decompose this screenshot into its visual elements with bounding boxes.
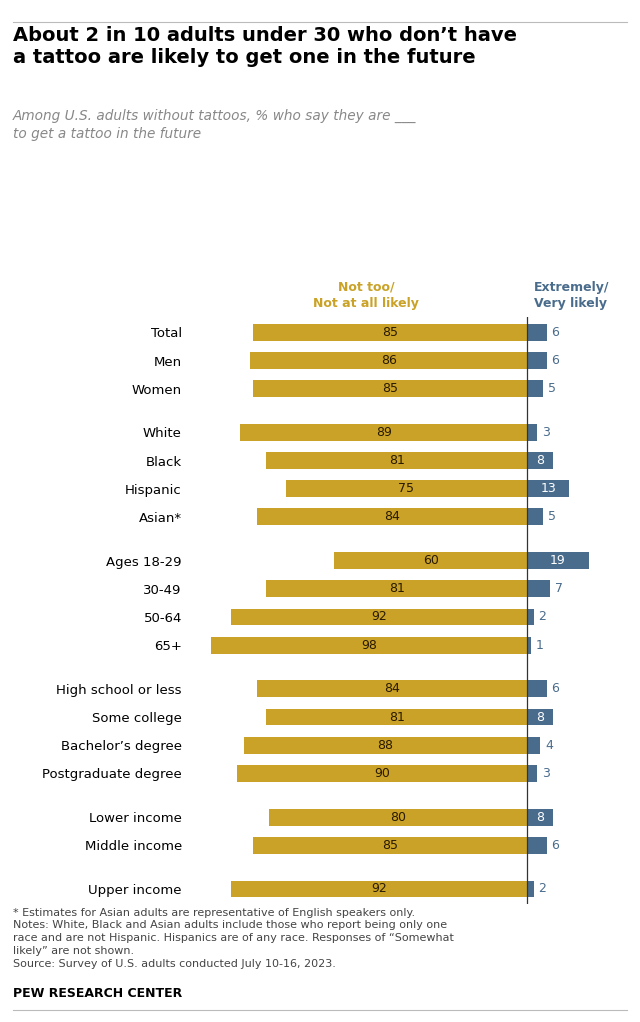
Text: 81: 81 bbox=[389, 454, 404, 467]
Bar bbox=[266, 708, 527, 726]
Text: * Estimates for Asian adults are representative of English speakers only.
Notes:: * Estimates for Asian adults are represe… bbox=[13, 908, 454, 969]
Bar bbox=[334, 552, 527, 569]
Bar bbox=[527, 737, 540, 753]
Text: 2: 2 bbox=[539, 882, 547, 895]
Text: 92: 92 bbox=[371, 882, 387, 895]
Bar bbox=[211, 637, 527, 654]
Bar bbox=[527, 380, 543, 398]
Text: 84: 84 bbox=[384, 510, 400, 523]
Bar bbox=[269, 808, 527, 826]
Bar bbox=[250, 352, 527, 369]
Text: 6: 6 bbox=[552, 839, 559, 851]
Text: 81: 81 bbox=[389, 710, 404, 724]
Bar bbox=[527, 480, 569, 497]
Bar bbox=[257, 681, 527, 697]
Bar bbox=[266, 452, 527, 469]
Text: 88: 88 bbox=[378, 739, 394, 752]
Text: 6: 6 bbox=[552, 354, 559, 367]
Text: Extremely/
Very likely: Extremely/ Very likely bbox=[534, 281, 609, 310]
Text: 92: 92 bbox=[371, 610, 387, 623]
Bar bbox=[244, 737, 527, 753]
Text: 8: 8 bbox=[536, 454, 544, 467]
Text: 98: 98 bbox=[362, 639, 378, 652]
Text: 90: 90 bbox=[374, 766, 390, 780]
Bar bbox=[527, 881, 534, 897]
Text: Not too/
Not at all likely: Not too/ Not at all likely bbox=[313, 281, 419, 310]
Bar bbox=[527, 324, 547, 340]
Text: 86: 86 bbox=[381, 354, 397, 367]
Bar bbox=[527, 637, 531, 654]
Bar bbox=[253, 380, 527, 398]
Text: 81: 81 bbox=[389, 583, 404, 595]
Text: 8: 8 bbox=[536, 810, 544, 824]
Bar bbox=[527, 580, 550, 597]
Text: 6: 6 bbox=[552, 326, 559, 339]
Bar bbox=[230, 608, 527, 625]
Text: 5: 5 bbox=[548, 382, 556, 396]
Text: 1: 1 bbox=[536, 639, 543, 652]
Bar bbox=[237, 764, 527, 782]
Bar bbox=[527, 808, 553, 826]
Text: 85: 85 bbox=[382, 839, 398, 851]
Text: 80: 80 bbox=[390, 810, 406, 824]
Bar bbox=[257, 509, 527, 525]
Text: 13: 13 bbox=[540, 482, 556, 496]
Text: 6: 6 bbox=[552, 683, 559, 695]
Bar bbox=[527, 552, 589, 569]
Bar bbox=[527, 764, 537, 782]
Bar bbox=[527, 509, 543, 525]
Bar bbox=[253, 324, 527, 340]
Bar bbox=[241, 424, 527, 440]
Text: 60: 60 bbox=[422, 554, 438, 567]
Text: 75: 75 bbox=[399, 482, 415, 496]
Bar bbox=[253, 837, 527, 853]
Text: PEW RESEARCH CENTER: PEW RESEARCH CENTER bbox=[13, 986, 182, 1000]
Text: 89: 89 bbox=[376, 426, 392, 438]
Text: 19: 19 bbox=[550, 554, 566, 567]
Bar bbox=[527, 352, 547, 369]
Text: 3: 3 bbox=[542, 766, 550, 780]
Bar bbox=[230, 881, 527, 897]
Bar bbox=[527, 681, 547, 697]
Text: 85: 85 bbox=[382, 382, 398, 396]
Text: Among U.S. adults without tattoos, % who say they are ___
to get a tattoo in the: Among U.S. adults without tattoos, % who… bbox=[13, 109, 416, 141]
Bar bbox=[527, 837, 547, 853]
Text: 5: 5 bbox=[548, 510, 556, 523]
Bar bbox=[527, 424, 537, 440]
Bar bbox=[527, 608, 534, 625]
Text: 8: 8 bbox=[536, 710, 544, 724]
Bar bbox=[285, 480, 527, 497]
Text: 3: 3 bbox=[542, 426, 550, 438]
Text: 4: 4 bbox=[545, 739, 553, 752]
Text: 84: 84 bbox=[384, 683, 400, 695]
Text: About 2 in 10 adults under 30 who don’t have
a tattoo are likely to get one in t: About 2 in 10 adults under 30 who don’t … bbox=[13, 26, 517, 67]
Text: 85: 85 bbox=[382, 326, 398, 339]
Bar bbox=[527, 708, 553, 726]
Bar bbox=[527, 452, 553, 469]
Text: 7: 7 bbox=[555, 583, 563, 595]
Text: 2: 2 bbox=[539, 610, 547, 623]
Bar bbox=[266, 580, 527, 597]
